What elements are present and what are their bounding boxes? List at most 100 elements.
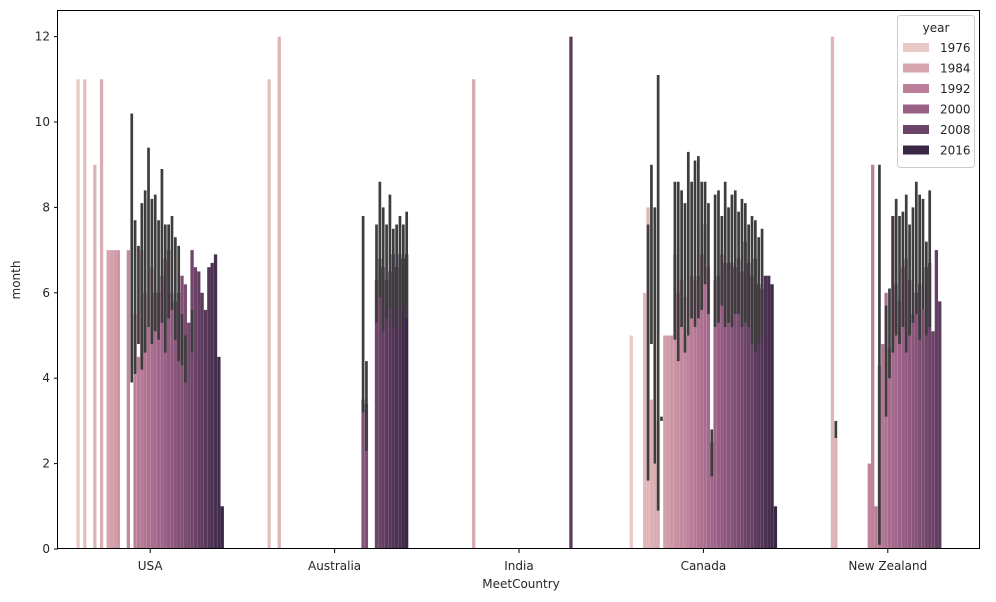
bar bbox=[388, 271, 392, 549]
legend-swatch bbox=[903, 84, 929, 93]
bar bbox=[757, 284, 761, 549]
y-tick-label: 4 bbox=[42, 371, 50, 385]
legend-label: 1984 bbox=[940, 62, 971, 76]
y-tick-label: 10 bbox=[35, 115, 50, 129]
bar bbox=[753, 258, 757, 549]
bar bbox=[200, 292, 204, 549]
bar bbox=[398, 254, 402, 549]
bar bbox=[277, 36, 281, 550]
bar bbox=[180, 275, 184, 549]
legend-swatch bbox=[903, 63, 929, 73]
bar bbox=[740, 271, 744, 549]
bar bbox=[696, 275, 700, 549]
bar bbox=[773, 506, 778, 549]
bar bbox=[136, 356, 141, 549]
bar bbox=[713, 280, 717, 549]
bar bbox=[106, 250, 110, 550]
bar bbox=[679, 280, 684, 549]
bar bbox=[693, 280, 697, 549]
bar bbox=[146, 326, 151, 549]
legend-label: 2000 bbox=[940, 103, 971, 117]
bar bbox=[190, 250, 194, 550]
bar bbox=[891, 215, 895, 549]
bar bbox=[931, 331, 935, 549]
bar bbox=[887, 348, 892, 549]
bar bbox=[113, 250, 117, 550]
bar bbox=[666, 335, 670, 549]
bar bbox=[907, 280, 912, 549]
bar bbox=[133, 314, 137, 549]
bar bbox=[166, 250, 171, 550]
bar bbox=[871, 164, 875, 549]
bar bbox=[676, 292, 680, 549]
bar bbox=[884, 292, 888, 549]
bar bbox=[686, 335, 690, 549]
legend-swatch bbox=[903, 125, 929, 134]
legend-title: year bbox=[923, 21, 950, 35]
bar bbox=[187, 322, 191, 549]
x-tick-label: Australia bbox=[308, 559, 361, 573]
bar bbox=[109, 250, 114, 550]
bar bbox=[897, 301, 902, 549]
bar bbox=[381, 267, 385, 549]
bar bbox=[213, 254, 218, 549]
bar bbox=[921, 309, 925, 549]
bar bbox=[770, 284, 774, 549]
bar bbox=[928, 262, 932, 549]
bar bbox=[683, 297, 687, 549]
bar bbox=[384, 280, 389, 549]
bar bbox=[750, 275, 754, 549]
bar bbox=[173, 301, 177, 549]
bar bbox=[177, 292, 181, 549]
bar bbox=[733, 267, 737, 549]
bar bbox=[830, 36, 835, 550]
x-axis-label: MeetCountry bbox=[482, 577, 560, 591]
bar bbox=[649, 399, 654, 549]
bar bbox=[934, 250, 939, 550]
bar bbox=[378, 258, 382, 549]
bar bbox=[569, 36, 573, 550]
bar bbox=[156, 292, 161, 549]
bar bbox=[736, 258, 741, 549]
bar bbox=[743, 241, 747, 549]
bar bbox=[361, 399, 365, 549]
bar bbox=[217, 356, 221, 549]
bar bbox=[210, 262, 214, 549]
bar bbox=[726, 262, 731, 549]
bar bbox=[203, 309, 208, 549]
bar bbox=[663, 335, 667, 549]
legend-label: 2016 bbox=[940, 144, 971, 158]
x-tick-label: USA bbox=[138, 559, 164, 573]
bar bbox=[472, 79, 476, 549]
legend-label: 1992 bbox=[940, 82, 971, 96]
bar bbox=[720, 254, 724, 549]
bar bbox=[894, 284, 898, 549]
bar bbox=[76, 79, 80, 549]
bar bbox=[405, 254, 409, 549]
bar bbox=[867, 463, 871, 549]
bar bbox=[160, 275, 164, 549]
bar bbox=[716, 275, 721, 549]
bar bbox=[669, 335, 674, 549]
bar bbox=[126, 250, 131, 550]
y-tick-label: 12 bbox=[35, 30, 50, 44]
bar bbox=[911, 314, 915, 549]
bar bbox=[364, 403, 369, 549]
y-axis-label: month bbox=[9, 261, 23, 300]
bar bbox=[706, 267, 711, 549]
bar bbox=[746, 262, 751, 549]
bar bbox=[220, 506, 224, 549]
bar bbox=[760, 288, 764, 549]
bar bbox=[874, 506, 878, 549]
bar bbox=[643, 292, 647, 549]
bar bbox=[763, 275, 768, 549]
bar bbox=[703, 224, 707, 550]
bar bbox=[767, 275, 771, 549]
bar bbox=[207, 267, 211, 549]
y-axis: 0 2 4 6 8 10 12 bbox=[35, 30, 58, 556]
bar bbox=[700, 254, 704, 549]
bar bbox=[116, 250, 120, 550]
bar bbox=[881, 344, 885, 549]
bar bbox=[673, 254, 677, 549]
